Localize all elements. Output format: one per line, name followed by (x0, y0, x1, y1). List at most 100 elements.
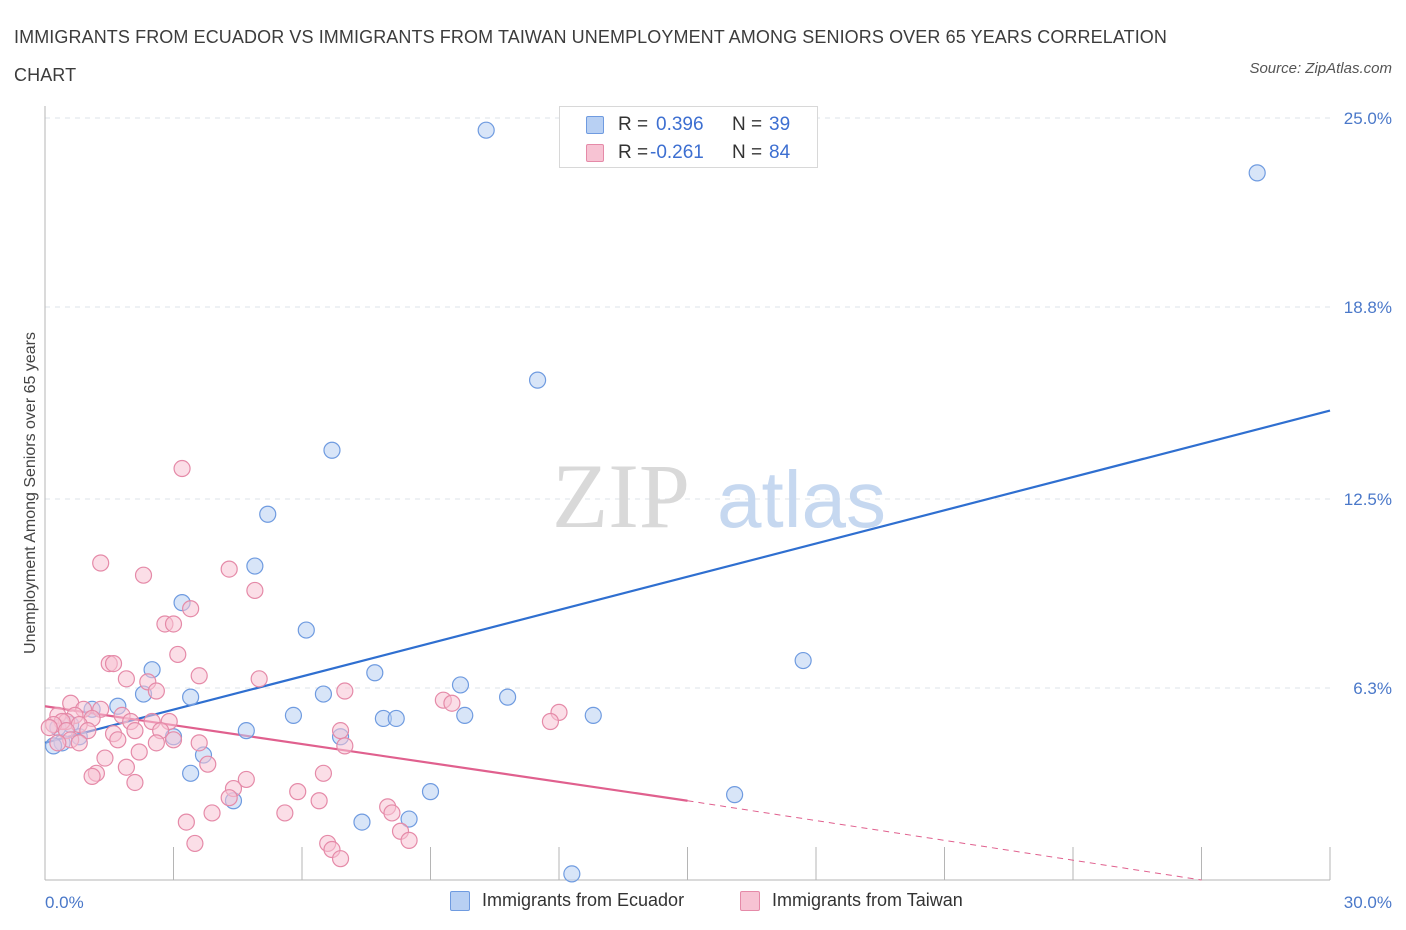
taiwan-point (220, 560, 238, 578)
ecuador-point (366, 664, 384, 682)
ecuador-point (499, 688, 517, 706)
taiwan-point (314, 764, 333, 782)
legend-row-taiwan: R = -0.261 N = 84 (560, 139, 817, 167)
taiwan-point (126, 773, 144, 792)
taiwan-point (186, 834, 204, 853)
x-tick-label: 30.0% (1344, 893, 1392, 912)
ecuador-point (421, 783, 440, 801)
taiwan-point (177, 813, 195, 831)
data-points (40, 121, 1266, 883)
legend-swatch-ecuador (586, 116, 604, 134)
taiwan-point (541, 712, 560, 731)
taiwan-point (70, 734, 88, 752)
ecuador-point (237, 722, 255, 740)
taiwan-point (336, 737, 354, 755)
taiwan-point (331, 850, 350, 868)
legend-r-value: -0.261 (650, 142, 704, 163)
legend-row-ecuador: R = 0.396 N = 39 (560, 111, 817, 139)
y-tick-label: 25.0% (1344, 109, 1392, 128)
taiwan-point (134, 566, 153, 584)
taiwan-point (443, 694, 461, 712)
tick-labels: 6.3% 12.5% 18.8% 25.0% 0.0% 30.0% (45, 109, 1392, 912)
taiwan-point (276, 804, 294, 822)
ecuador-point (353, 813, 371, 831)
taiwan-point (173, 459, 191, 478)
bottom-legend-label-taiwan: Immigrants from Taiwan (772, 890, 963, 910)
taiwan-point (83, 767, 101, 785)
chart-title: IMMIGRANTS FROM ECUADOR VS IMMIGRANTS FR… (14, 27, 1167, 85)
ecuador-point (456, 706, 474, 725)
source-label: Source: ZipAtlas.com (1249, 60, 1392, 77)
bottom-legend-swatch-taiwan (740, 891, 760, 911)
grid-lines (45, 117, 1330, 689)
legend-n-label: N = (732, 114, 763, 135)
trend-line-ecuador (44, 409, 1331, 744)
taiwan-point (126, 722, 144, 740)
ecuador-point (1248, 164, 1266, 182)
ecuador-point (794, 651, 812, 670)
ecuador-point (284, 706, 303, 725)
y-tick-label: 12.5% (1344, 490, 1392, 509)
ecuador-point (182, 688, 200, 706)
x-tick-label: 0.0% (45, 893, 84, 912)
taiwan-point (400, 831, 418, 849)
taiwan-point (383, 804, 401, 822)
taiwan-point (182, 600, 200, 618)
legend-n-label: N = (732, 142, 763, 163)
legend: R = 0.396 N = 39 R = -0.261 N = 84 (559, 106, 818, 168)
taiwan-point (237, 770, 255, 789)
axes (44, 106, 1331, 881)
y-tick-label: 6.3% (1353, 679, 1392, 698)
taiwan-point (220, 789, 238, 807)
taiwan-point (190, 734, 208, 752)
bottom-legend-swatch-ecuador (450, 891, 470, 911)
watermark-zip: ZIP (552, 445, 690, 547)
ecuador-point (259, 505, 277, 523)
taiwan-point (203, 804, 221, 822)
watermark-atlas: atlas (717, 455, 886, 544)
ecuador-point (563, 865, 581, 883)
ecuador-point (528, 371, 547, 389)
taiwan-point (109, 731, 127, 749)
taiwan-point (199, 755, 217, 773)
taiwan-point (40, 718, 58, 737)
y-axis-label: Unemployment Among Seniors over 65 years (22, 332, 39, 654)
taiwan-point (331, 722, 350, 740)
legend-r-label: R = (618, 142, 649, 163)
taiwan-point (92, 554, 110, 572)
taiwan-point (169, 645, 187, 664)
taiwan-point (289, 783, 307, 801)
legend-swatch-taiwan (586, 144, 604, 162)
taiwan-point (250, 670, 268, 688)
ecuador-point (246, 557, 264, 575)
legend-r-label: R = (618, 114, 649, 135)
taiwan-point (190, 667, 208, 685)
taiwan-point (104, 654, 123, 673)
ecuador-point (297, 621, 315, 639)
taiwan-point (164, 615, 183, 633)
ecuador-point (400, 810, 418, 828)
ecuador-point (477, 121, 495, 139)
taiwan-point (310, 792, 328, 810)
ecuador-point (726, 786, 744, 804)
taiwan-point (79, 722, 97, 740)
ecuador-point (584, 706, 602, 725)
y-tick-label: 18.8% (1344, 298, 1392, 317)
taiwan-point (336, 682, 354, 700)
trend-line-taiwan-extension (687, 800, 1202, 881)
taiwan-point (96, 749, 114, 767)
taiwan-point (130, 743, 148, 761)
taiwan-point (147, 682, 165, 700)
ecuador-point (182, 764, 200, 782)
ecuador-point (387, 709, 405, 728)
taiwan-point (117, 758, 135, 776)
bottom-legend-label-ecuador: Immigrants from Ecuador (482, 890, 685, 910)
legend-n-value: 39 (769, 114, 791, 135)
ecuador-point (451, 676, 470, 694)
legend-r-value: 0.396 (656, 114, 704, 135)
taiwan-point (246, 581, 264, 600)
ecuador-point (323, 441, 341, 459)
taiwan-point (164, 731, 183, 749)
taiwan-point (117, 670, 135, 688)
